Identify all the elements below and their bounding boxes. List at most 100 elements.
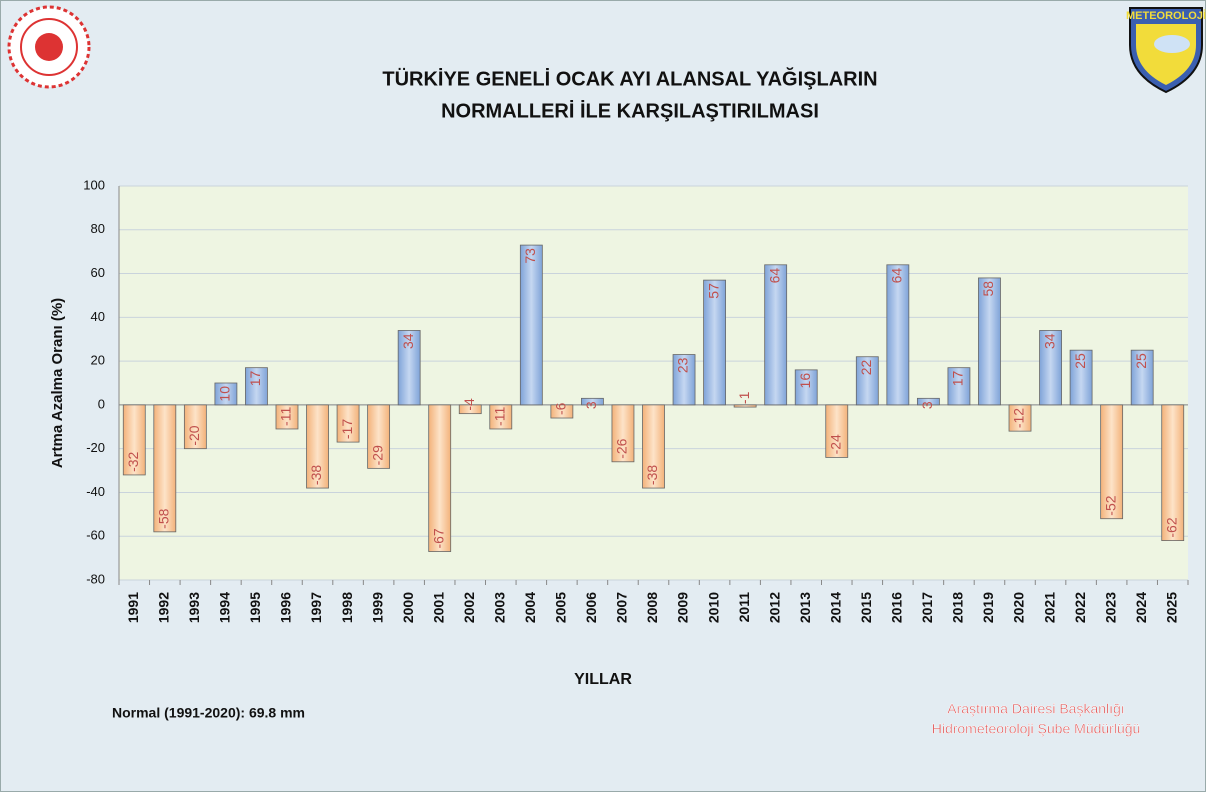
x-tick-label: 1998 bbox=[339, 592, 355, 623]
x-tick-label: 1995 bbox=[247, 592, 263, 623]
credit: Hidrometeoroloji Şube Müdürlüğü bbox=[932, 721, 1141, 737]
x-tick-label: 1992 bbox=[156, 592, 172, 623]
data-label: -20 bbox=[186, 425, 202, 445]
data-label: 22 bbox=[858, 360, 874, 376]
y-tick-label: -40 bbox=[86, 484, 105, 499]
data-label: 25 bbox=[1133, 353, 1149, 369]
bar bbox=[1161, 404, 1185, 541]
data-label: 17 bbox=[950, 370, 966, 386]
meteoroloji-logo: METEOROLOJİ bbox=[1126, 7, 1206, 94]
bar bbox=[733, 404, 757, 408]
x-tick-label: 2010 bbox=[705, 592, 721, 623]
data-label: 57 bbox=[705, 283, 721, 299]
bar bbox=[855, 356, 879, 406]
bar bbox=[886, 264, 910, 406]
y-tick-label: 100 bbox=[83, 177, 105, 192]
x-tick-label: 2021 bbox=[1041, 592, 1057, 623]
data-label: -11 bbox=[278, 407, 294, 426]
bar bbox=[1069, 349, 1093, 406]
x-tick-label: 2009 bbox=[675, 592, 691, 623]
x-tick-label: 2007 bbox=[614, 592, 630, 623]
x-tick-label: 2008 bbox=[644, 592, 660, 623]
data-label: -1 bbox=[736, 391, 752, 404]
bar bbox=[275, 404, 299, 430]
bar bbox=[336, 404, 360, 443]
data-label: 3 bbox=[583, 401, 599, 409]
x-tick-label: 2024 bbox=[1133, 592, 1149, 623]
y-tick-label: 40 bbox=[91, 309, 105, 324]
x-tick-label: 2020 bbox=[1011, 592, 1027, 623]
data-label: -52 bbox=[1102, 495, 1118, 515]
bar bbox=[1039, 330, 1062, 406]
data-label: 23 bbox=[675, 357, 691, 373]
credit: Araştırma Dairesi Başkanlığı bbox=[947, 701, 1124, 717]
chart-title: NORMALLERİ İLE KARŞILAŞTIRILMASI bbox=[441, 99, 819, 122]
x-tick-label: 2018 bbox=[950, 592, 966, 623]
bar bbox=[214, 382, 238, 406]
x-tick-label: 2015 bbox=[858, 592, 874, 623]
bar bbox=[183, 404, 207, 450]
data-label: -26 bbox=[614, 438, 630, 458]
y-tick-label: 80 bbox=[91, 221, 105, 236]
chart-title: TÜRKİYE GENELİ OCAK AYI ALANSAL YAĞIŞLAR… bbox=[382, 66, 877, 90]
x-tick-label: 2003 bbox=[491, 592, 507, 623]
bar bbox=[122, 404, 146, 476]
plot-area bbox=[119, 186, 1188, 580]
bar bbox=[1008, 404, 1032, 432]
x-tick-label: 2019 bbox=[980, 592, 996, 623]
x-tick-label: 2012 bbox=[766, 592, 782, 623]
x-tick-label: 2014 bbox=[827, 592, 843, 623]
x-tick-label: 1996 bbox=[278, 592, 294, 623]
x-tick-label: 2006 bbox=[583, 592, 599, 623]
x-tick-label: 1993 bbox=[186, 592, 202, 623]
x-tick-label: 2022 bbox=[1072, 592, 1088, 623]
x-tick-label: 2002 bbox=[461, 592, 477, 623]
data-label: -67 bbox=[430, 528, 446, 548]
data-label: 64 bbox=[766, 268, 782, 284]
data-label: 34 bbox=[1041, 333, 1057, 349]
data-label: 16 bbox=[797, 373, 813, 389]
x-tick-label: 1999 bbox=[369, 592, 385, 623]
x-tick-label: 2004 bbox=[522, 592, 538, 623]
data-label: -17 bbox=[339, 419, 355, 439]
bar bbox=[764, 264, 788, 406]
bar bbox=[611, 404, 635, 463]
data-label: 25 bbox=[1072, 353, 1088, 369]
bar bbox=[245, 367, 268, 406]
data-label: 34 bbox=[400, 333, 416, 349]
x-tick-label: 2005 bbox=[553, 592, 569, 623]
x-tick-label: 2000 bbox=[400, 592, 416, 623]
data-label: -12 bbox=[1011, 408, 1027, 428]
x-tick-label: 2016 bbox=[889, 592, 905, 623]
data-label: 58 bbox=[980, 281, 996, 297]
x-tick-label: 2023 bbox=[1102, 592, 1118, 623]
bar bbox=[703, 279, 726, 406]
data-label: -24 bbox=[827, 434, 843, 454]
x-tick-label: 2017 bbox=[919, 592, 935, 623]
bar bbox=[1130, 349, 1154, 406]
data-label: -32 bbox=[125, 451, 141, 471]
data-label: -62 bbox=[1163, 517, 1179, 537]
data-label: -4 bbox=[461, 398, 477, 411]
bar bbox=[306, 404, 329, 489]
y-tick-label: -60 bbox=[86, 528, 105, 543]
bar bbox=[550, 404, 574, 419]
bar bbox=[458, 404, 482, 415]
bar bbox=[397, 330, 421, 406]
bar bbox=[978, 277, 1001, 406]
x-tick-label: 1994 bbox=[217, 592, 233, 623]
bar bbox=[581, 397, 604, 406]
y-tick-label: 60 bbox=[91, 265, 105, 280]
x-axis-label: YILLAR bbox=[574, 671, 632, 688]
seal-logo bbox=[7, 5, 91, 89]
bar bbox=[489, 404, 513, 430]
data-label: -6 bbox=[553, 402, 569, 415]
data-label: 3 bbox=[919, 401, 935, 409]
x-tick-label: 2013 bbox=[797, 592, 813, 623]
data-label: 73 bbox=[522, 248, 538, 264]
bar bbox=[519, 244, 543, 406]
data-label: -11 bbox=[491, 407, 507, 426]
x-tick-label: 2011 bbox=[736, 592, 752, 623]
x-tick-label: 1991 bbox=[125, 592, 141, 623]
